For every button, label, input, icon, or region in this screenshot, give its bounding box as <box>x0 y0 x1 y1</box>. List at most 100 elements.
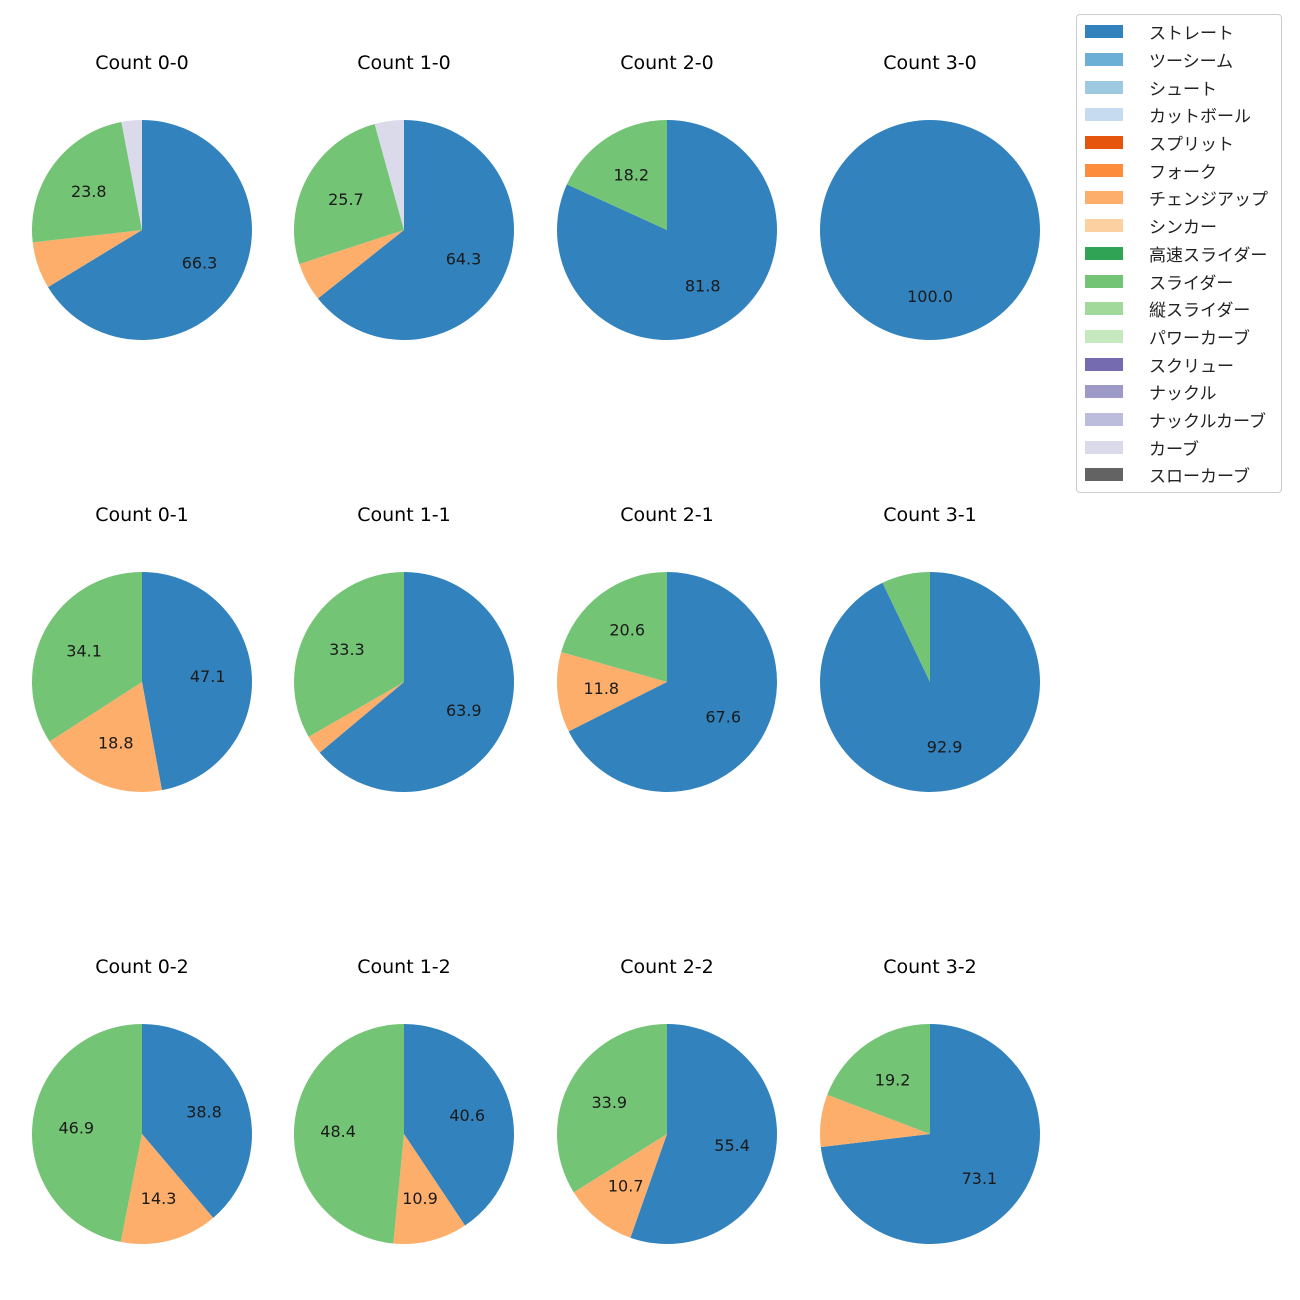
legend-item: シュート <box>1077 73 1281 101</box>
legend-swatch <box>1085 302 1123 316</box>
legend-item: カットボール <box>1077 101 1281 129</box>
pie-slice <box>319 572 515 793</box>
pie-slice <box>31 1024 142 1242</box>
legend-item: ナックル <box>1077 378 1281 406</box>
pie-slice <box>31 121 142 243</box>
slice-label: 25.7 <box>328 190 364 209</box>
legend-swatch <box>1085 468 1123 482</box>
pie-slice <box>32 230 143 288</box>
pie-slice <box>393 1134 466 1245</box>
legend-item: スプリット <box>1077 129 1281 157</box>
legend-label: フォーク <box>1149 162 1217 183</box>
slice-label: 55.4 <box>714 1136 750 1155</box>
pie-chart: Count 1-1 63.9 33.3 <box>293 504 515 793</box>
slice-label: 48.4 <box>320 1122 356 1141</box>
slice-label: 63.9 <box>446 701 482 720</box>
chart-title: Count 0-0 <box>95 52 189 74</box>
chart-title: Count 2-2 <box>620 956 714 978</box>
chart-title: Count 2-1 <box>620 504 714 526</box>
pie-slice <box>293 1024 404 1244</box>
pie-slice <box>573 1134 667 1238</box>
chart-title: Count 2-0 <box>620 52 714 74</box>
pie-slice <box>561 572 667 682</box>
pie-slice <box>48 119 253 340</box>
pie-slice <box>557 651 667 732</box>
pie-slice <box>293 123 404 264</box>
slice-label: 64.3 <box>446 250 482 269</box>
pie-slice <box>374 120 404 230</box>
pie-slice <box>142 571 253 791</box>
legend-label: スプリット <box>1149 135 1234 156</box>
legend-item: 高速スライダー <box>1077 240 1281 268</box>
slice-label: 100.0 <box>907 287 953 306</box>
slice-label: 10.9 <box>402 1189 438 1208</box>
pie-chart: Count 3-1 92.9 <box>820 504 1041 792</box>
slice-label: 40.6 <box>449 1106 485 1125</box>
legend-swatch <box>1085 163 1123 177</box>
legend-swatch <box>1085 246 1123 260</box>
pie-slice <box>566 120 667 230</box>
legend-item: スクリュー <box>1077 350 1281 378</box>
slice-label: 46.9 <box>58 1119 94 1138</box>
legend-swatch <box>1085 274 1123 288</box>
chart-title: Count 3-1 <box>883 504 977 526</box>
legend-label: チェンジアップ <box>1149 190 1268 211</box>
chart-title: Count 1-1 <box>357 504 451 526</box>
slice-label: 18.8 <box>98 734 134 753</box>
legend-label: ストレート <box>1149 24 1234 45</box>
legend-swatch <box>1085 136 1123 150</box>
pie-chart: Count 0-2 38.8 14.3 46.9 <box>31 956 253 1245</box>
pie-slice <box>557 1024 667 1193</box>
slice-label: 73.1 <box>962 1169 998 1188</box>
slice-label: 14.3 <box>141 1189 177 1208</box>
legend-swatch <box>1085 53 1123 67</box>
pie-slice <box>630 1024 777 1244</box>
chart-title: Count 0-2 <box>95 956 189 978</box>
pie-chart: Count 3-0 100.0 <box>820 52 1040 340</box>
legend-item: ストレート <box>1077 18 1281 46</box>
pie-slice <box>882 572 930 682</box>
legend-label: 高速スライダー <box>1149 245 1268 266</box>
slice-label: 19.2 <box>875 1071 911 1090</box>
legend-item: シンカー <box>1077 212 1281 240</box>
legend-swatch <box>1085 80 1123 94</box>
pie-chart: Count 2-1 67.6 11.8 20.6 <box>557 504 778 793</box>
chart-title: Count 3-2 <box>883 956 977 978</box>
legend-label: カーブ <box>1149 439 1199 460</box>
legend-swatch <box>1085 25 1123 39</box>
legend-label: シンカー <box>1149 218 1217 239</box>
pie-slice <box>293 572 404 737</box>
legend-item: ナックルカーブ <box>1077 406 1281 434</box>
pie-chart: Count 1-2 40.6 10.9 48.4 <box>293 956 514 1245</box>
legend-label: スライダー <box>1149 273 1234 294</box>
pie-slice <box>820 1024 1040 1244</box>
legend-swatch <box>1085 108 1123 122</box>
pie-slice <box>49 682 162 792</box>
legend-swatch <box>1085 329 1123 343</box>
slice-label: 81.8 <box>685 277 721 296</box>
legend-item: 縦スライダー <box>1077 295 1281 323</box>
slice-label: 11.8 <box>583 679 619 698</box>
pie-slice <box>404 1024 514 1226</box>
pie-chart: Count 3-2 73.1 19.2 <box>819 956 1040 1244</box>
legend-swatch <box>1085 219 1123 233</box>
pie-chart: Count 1-0 64.3 25.7 <box>293 52 515 340</box>
pie-slice <box>308 682 404 753</box>
chart-title: Count 0-1 <box>95 504 189 526</box>
slice-label: 67.6 <box>705 708 741 727</box>
legend-item: パワーカーブ <box>1077 323 1281 351</box>
chart-title: Count 1-0 <box>357 52 451 74</box>
legend-label: 縦スライダー <box>1149 301 1251 322</box>
pie-slice <box>820 120 1040 340</box>
pie-slice <box>120 1134 214 1245</box>
legend-swatch <box>1085 440 1123 454</box>
pie-slice <box>819 1094 930 1148</box>
legend-item: スライダー <box>1077 267 1281 295</box>
pie-slice <box>142 1024 253 1218</box>
legend: ストレートツーシーム シュート カットボールスプリットフォークチェンジアップ シンカー… <box>1076 14 1282 493</box>
chart-title: Count 3-0 <box>883 52 977 74</box>
slice-label: 66.3 <box>182 253 218 272</box>
pie-slice <box>820 572 1041 792</box>
legend-label: ツーシーム <box>1149 52 1234 73</box>
